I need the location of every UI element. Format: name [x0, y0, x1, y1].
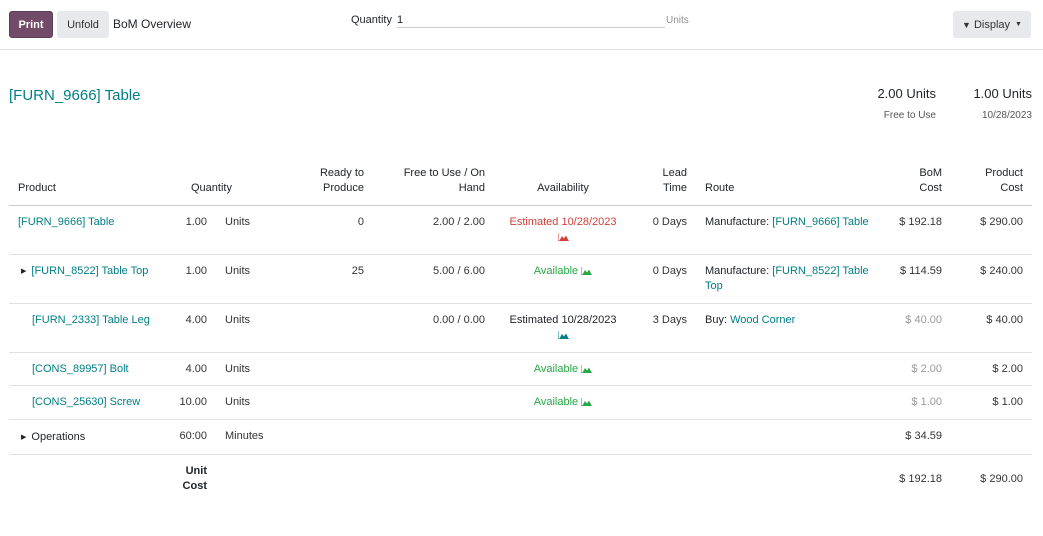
- chevron-down-icon: ▼: [1015, 21, 1022, 28]
- row-availability: Available: [503, 395, 623, 410]
- area-chart-icon[interactable]: [581, 365, 593, 373]
- free-to-use-summary: 2.00 Units Free to Use: [860, 86, 936, 121]
- planned-date: 10/28/2023: [981, 110, 1032, 121]
- row-ready: 25: [351, 265, 364, 277]
- row-free: 2.00 / 2.00: [433, 216, 485, 228]
- col-free: Free to Use / On Hand: [403, 167, 485, 194]
- area-chart-icon[interactable]: [557, 331, 569, 339]
- row-product-link[interactable]: [CONS_25630] Screw: [32, 396, 141, 408]
- row-product-cost: $ 290.00: [980, 216, 1023, 228]
- row-product-link[interactable]: [FURN_9666] Table: [18, 216, 115, 228]
- col-bom-cost: BoM Cost: [919, 167, 942, 194]
- row-bom-cost: $ 1.00: [911, 396, 942, 408]
- route-link[interactable]: [FURN_8522] Table: [772, 265, 869, 277]
- free-to-use-qty: 2.00 Units: [877, 86, 936, 101]
- total-bom-cost: $ 192.18: [899, 473, 942, 485]
- row-bom-cost: $ 2.00: [911, 363, 942, 375]
- unit-cost-label: Unit Cost: [182, 465, 207, 492]
- free-to-use-label: Free to Use: [883, 110, 936, 121]
- col-product: Product: [18, 182, 56, 194]
- operations-uom: Minutes: [225, 430, 264, 442]
- row-lead-time: 0 Days: [652, 265, 687, 277]
- row-uom: Units: [225, 363, 251, 375]
- planned-qty: 1.00 Units: [973, 86, 1032, 101]
- row-lead-time: 3 Days: [652, 314, 687, 326]
- unfold-button[interactable]: Unfold: [57, 11, 109, 38]
- bom-table: Product Quantity Ready to Produce Free to…: [9, 159, 1032, 500]
- row-qty: 1.00: [185, 216, 207, 228]
- row-uom: Units: [225, 265, 251, 277]
- row-free: 5.00 / 6.00: [433, 265, 485, 277]
- row-route: Manufacture: [FURN_8522] Table Top: [705, 265, 869, 292]
- control-panel: Print Unfold BoM Overview Quantity Units…: [0, 0, 1043, 50]
- product-title-link[interactable]: [FURN_9666] Table: [9, 87, 141, 104]
- col-quantity: Quantity: [191, 182, 232, 194]
- operations-bom-cost: $ 34.59: [905, 430, 942, 442]
- row-qty: 4.00: [185, 314, 207, 326]
- row-bom-cost: $ 192.18: [899, 216, 942, 228]
- row-product-cell: ▶ [FURN_8522] Table Top: [21, 264, 148, 279]
- route-link[interactable]: Wood Corner: [730, 314, 796, 326]
- col-product-cost: Product Cost: [985, 167, 1023, 194]
- row-product-cost: $ 240.00: [980, 265, 1023, 277]
- row-uom: Units: [225, 314, 251, 326]
- row-ready: 0: [357, 216, 364, 228]
- row-availability: Estimated 10/28/2023: [503, 215, 623, 245]
- table-row: [FURN_2333] Table Leg 4.00 Units 0.00 / …: [9, 304, 1032, 353]
- unit-cost-row: Unit Cost $ 192.18 $ 290.00: [9, 455, 1032, 500]
- planned-summary: 1.00 Units 10/28/2023: [955, 86, 1032, 121]
- row-lead-time: 0 Days: [652, 216, 687, 228]
- quantity-label: Quantity: [351, 14, 392, 26]
- row-product-cost: $ 40.00: [986, 314, 1023, 326]
- area-chart-icon[interactable]: [557, 233, 569, 241]
- caret-right-icon[interactable]: ▶: [21, 434, 27, 441]
- row-product-cost: $ 1.00: [992, 396, 1023, 408]
- row-uom: Units: [225, 396, 251, 408]
- display-label: Display: [973, 18, 1011, 31]
- row-product-link[interactable]: [CONS_89957] Bolt: [32, 363, 129, 375]
- row-availability: Estimated 10/28/2023: [503, 313, 623, 343]
- row-route: Manufacture: [FURN_9666] Table: [705, 216, 869, 228]
- row-qty: 1.00: [185, 265, 207, 277]
- display-button[interactable]: ▼ Display ▼: [953, 11, 1031, 38]
- col-availability: Availability: [537, 182, 589, 194]
- operations-label-cell: ▶ Operations: [21, 430, 85, 445]
- route-link-cont[interactable]: Top: [705, 280, 723, 292]
- operations-label: Operations: [31, 431, 86, 443]
- area-chart-icon[interactable]: [581, 398, 593, 406]
- row-bom-cost: $ 40.00: [905, 314, 942, 326]
- row-qty: 4.00: [185, 363, 207, 375]
- table-row: [CONS_89957] Bolt 4.00 Units Available $…: [9, 353, 1032, 386]
- quantity-unit: Units: [666, 15, 689, 26]
- total-product-cost: $ 290.00: [980, 473, 1023, 485]
- quantity-input[interactable]: [397, 12, 665, 28]
- row-route: Buy: Wood Corner: [705, 314, 796, 326]
- route-link[interactable]: [FURN_9666] Table: [772, 216, 869, 228]
- row-free: 0.00 / 0.00: [433, 314, 485, 326]
- table-header: Product Quantity Ready to Produce Free to…: [9, 159, 1032, 206]
- area-chart-icon[interactable]: [581, 267, 593, 275]
- row-uom: Units: [225, 216, 251, 228]
- operations-qty: 60:00: [179, 430, 207, 442]
- row-qty: 10.00: [179, 396, 207, 408]
- print-button[interactable]: Print: [9, 11, 53, 38]
- caret-right-icon[interactable]: ▶: [21, 268, 27, 275]
- row-availability: Available: [503, 362, 623, 377]
- row-availability: Available: [503, 264, 623, 279]
- table-row: ▶ [FURN_8522] Table Top 1.00 Units 25 5.0…: [9, 255, 1032, 304]
- page-title: BoM Overview: [113, 17, 192, 31]
- table-row: [FURN_9666] Table 1.00 Units 0 2.00 / 2.…: [9, 206, 1032, 255]
- row-product-link[interactable]: [FURN_2333] Table Leg: [32, 314, 150, 326]
- filter-icon: ▼: [962, 19, 971, 30]
- col-lead-time: Lead Time: [662, 167, 687, 194]
- col-ready: Ready to Produce: [319, 167, 364, 194]
- operations-row[interactable]: ▶ Operations 60:00 Minutes $ 34.59: [9, 420, 1032, 455]
- row-product-link[interactable]: [FURN_8522] Table Top: [31, 265, 149, 277]
- row-product-cost: $ 2.00: [992, 363, 1023, 375]
- col-route: Route: [705, 182, 735, 194]
- table-row: [CONS_25630] Screw 10.00 Units Available…: [9, 386, 1032, 420]
- row-bom-cost: $ 114.59: [899, 265, 942, 277]
